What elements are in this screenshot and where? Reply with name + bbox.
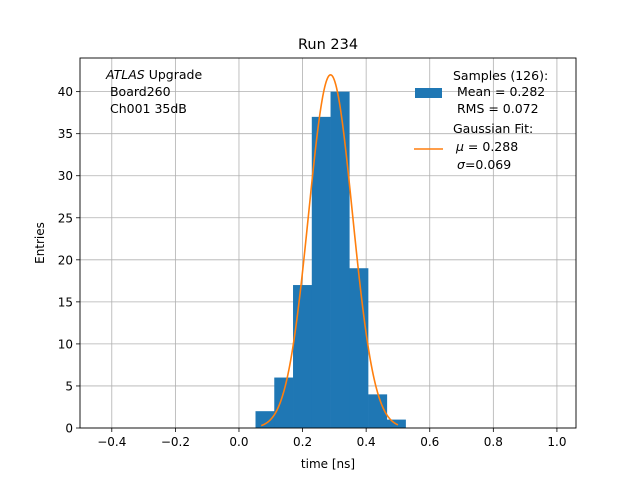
legend-fit-title: Gaussian Fit: [453, 121, 533, 136]
annotation-atlas: ATLAS [105, 67, 145, 82]
x-tick-label: 1.0 [547, 435, 566, 449]
histogram-bar [274, 377, 294, 428]
legend: Samples (126): Mean = 0.282 RMS = 0.072 … [414, 68, 548, 172]
x-tick-label: −0.4 [97, 435, 126, 449]
y-tick-label: 0 [65, 422, 73, 436]
annotation-line-3: Ch001 35dB [106, 101, 187, 116]
legend-samples-mean: Mean = 0.282 [453, 84, 545, 99]
x-tick-label: 0.0 [229, 435, 248, 449]
y-tick-label: 30 [58, 169, 73, 183]
y-axis-ticks: 0 5 10 15 20 25 30 35 40 [58, 85, 80, 436]
x-tick-label: 0.6 [420, 435, 439, 449]
y-tick-label: 10 [58, 337, 73, 351]
annotation-text: ATLAS Upgrade Board260 Ch001 35dB [105, 67, 202, 116]
histogram-bars [255, 91, 406, 429]
legend-samples-patch [415, 88, 442, 98]
x-tick-label: 0.2 [293, 435, 312, 449]
y-tick-label: 15 [58, 295, 73, 309]
x-axis-ticks: −0.4 −0.2 0.0 0.2 0.4 0.6 0.8 1.0 [97, 428, 566, 449]
legend-sigma-symbol: σ [457, 157, 466, 172]
histogram-bar [330, 91, 350, 429]
annotation-line-1: ATLAS Upgrade [105, 67, 202, 82]
annotation-upgrade: Upgrade [145, 67, 203, 82]
histogram-bar [311, 116, 331, 428]
y-tick-label: 25 [58, 211, 73, 225]
y-tick-label: 5 [65, 379, 73, 393]
legend-fit-sigma: σ=0.069 [457, 157, 511, 172]
histogram-bar [349, 268, 369, 428]
chart-title: Run 234 [298, 37, 358, 53]
histogram-bar [368, 394, 388, 428]
legend-samples-rms: RMS = 0.072 [453, 101, 539, 116]
axes-frame [79, 57, 577, 429]
legend-mu-symbol: μ [455, 139, 464, 154]
gaussian-fit-curve [260, 74, 399, 427]
legend-samples-title: Samples (126): [453, 68, 548, 83]
x-tick-label: −0.2 [161, 435, 190, 449]
legend-fit-mu: μ = 0.288 [455, 139, 518, 154]
y-tick-label: 20 [58, 253, 73, 267]
y-axis-label: Entries [33, 222, 47, 264]
legend-sigma-value: =0.069 [465, 157, 511, 172]
annotation-line-2: Board260 [106, 84, 171, 99]
x-tick-label: 0.8 [484, 435, 503, 449]
histogram-bar [293, 285, 313, 428]
histogram-bar [255, 411, 275, 428]
y-tick-label: 40 [58, 85, 73, 99]
x-axis-label: time [ns] [301, 457, 355, 471]
legend-mu-value: = 0.288 [464, 139, 518, 154]
y-tick-label: 35 [58, 127, 73, 141]
x-tick-label: 0.4 [357, 435, 376, 449]
